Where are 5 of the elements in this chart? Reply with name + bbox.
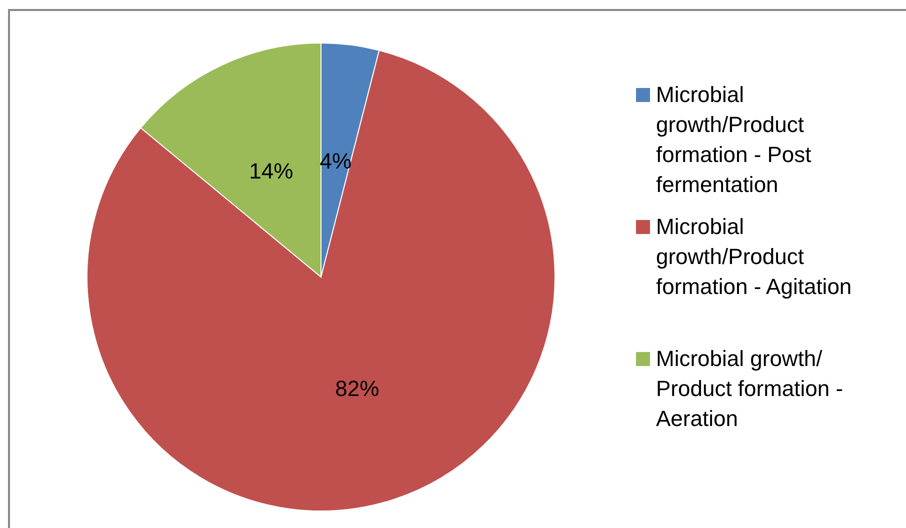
data-label: 14% (249, 158, 294, 184)
legend-label: Microbial growth/Product formation - Agitation (656, 213, 853, 301)
legend-label: Microbial growth/ Product formation - Aeration (656, 345, 844, 433)
data-label: 82% (335, 376, 380, 401)
legend-label: Microbial growth/Product formation - Post fermentation (656, 81, 812, 199)
